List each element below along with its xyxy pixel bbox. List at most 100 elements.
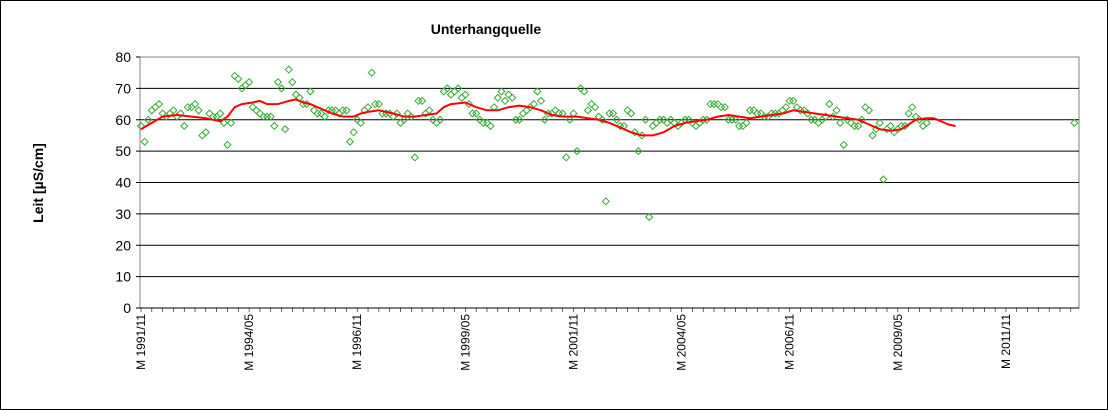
data-point — [443, 84, 452, 93]
data-point — [345, 137, 355, 146]
data-point — [731, 115, 740, 124]
data-point — [284, 65, 293, 74]
data-point — [144, 115, 153, 124]
data-point — [796, 106, 805, 115]
data-point — [616, 121, 625, 131]
data-point — [313, 109, 322, 118]
y-tick-label: 10 — [115, 269, 131, 285]
x-tick-label: M 2009/05 — [891, 314, 905, 371]
data-point — [338, 106, 347, 115]
data-point — [789, 96, 798, 106]
data-point — [634, 147, 643, 156]
data-point — [176, 109, 185, 118]
x-tick-label: M 2001/11 — [566, 314, 580, 370]
data-point — [266, 112, 275, 121]
data-point — [868, 131, 877, 140]
data-point — [540, 115, 549, 124]
data-point — [706, 99, 715, 109]
x-axis-ticks: M 1991/11 M 1994/05 M 1996/11 M 1999/05 M 20… — [134, 307, 1079, 371]
data-point — [320, 112, 329, 121]
x-tick-label: M 2004/05 — [675, 314, 689, 371]
data-point — [699, 115, 708, 124]
data-point — [201, 128, 210, 137]
data-point — [486, 121, 495, 131]
data-point — [641, 115, 650, 124]
data-point — [536, 96, 546, 106]
data-point — [417, 96, 427, 106]
data-point — [371, 99, 380, 109]
moving-average-series — [140, 98, 956, 137]
data-point — [234, 74, 243, 84]
y-tick-label: 50 — [115, 143, 131, 159]
data-point — [735, 121, 744, 131]
data-point — [590, 103, 600, 112]
data-point — [493, 93, 502, 102]
data-point — [259, 112, 268, 121]
data-point — [226, 118, 236, 127]
data-point — [392, 109, 401, 118]
data-point — [288, 77, 297, 87]
data-point — [922, 118, 931, 127]
data-point — [306, 87, 315, 96]
data-point — [807, 115, 816, 124]
data-point — [508, 93, 517, 102]
data-point — [180, 121, 189, 131]
x-tick-label: M 1991/11 — [134, 314, 148, 370]
data-point — [720, 103, 729, 112]
data-point — [183, 103, 192, 112]
data-point — [436, 115, 445, 124]
data-point — [627, 109, 636, 118]
data-point — [410, 153, 419, 162]
data-point — [277, 84, 286, 93]
x-tick-label: M 1996/11 — [350, 314, 364, 370]
data-point — [572, 147, 582, 156]
data-point — [479, 118, 488, 127]
data-point — [771, 109, 780, 118]
data-point — [904, 109, 913, 118]
data-point — [612, 115, 621, 124]
y-tick-label: 60 — [115, 112, 131, 128]
data-point — [342, 106, 351, 115]
y-tick-label: 30 — [115, 206, 131, 222]
data-point — [745, 106, 755, 115]
data-point — [374, 99, 383, 109]
y-tick-label: 70 — [115, 80, 131, 96]
data-point — [414, 96, 423, 106]
data-point — [727, 115, 737, 124]
y-tick-label: 40 — [115, 175, 131, 191]
x-tick-label: M 1994/05 — [242, 314, 256, 371]
y-tick-label: 20 — [115, 237, 131, 253]
data-point — [363, 103, 373, 112]
chart-title: Unterhangquelle — [431, 21, 542, 37]
data-point — [875, 118, 884, 127]
data-point — [219, 118, 228, 127]
data-point — [194, 106, 203, 115]
moving-average-line — [140, 98, 956, 137]
data-point — [850, 121, 859, 131]
data-point — [781, 103, 791, 112]
data-point — [864, 106, 874, 115]
x-tick-label: M 1999/05 — [458, 314, 472, 371]
data-point — [601, 197, 611, 206]
data-point — [1070, 118, 1079, 127]
data-point — [724, 115, 733, 124]
y-axis-ticks: 0 10 20 30 40 50 60 70 80 — [115, 49, 140, 316]
data-point — [717, 103, 726, 112]
data-point — [785, 96, 794, 106]
data-point — [767, 109, 776, 118]
data-point — [399, 115, 409, 124]
data-point — [908, 103, 917, 112]
data-point — [608, 109, 618, 118]
data-point — [223, 140, 232, 149]
data-point — [468, 109, 477, 118]
data-point — [630, 128, 639, 137]
data-point — [245, 77, 254, 87]
data-point — [655, 115, 665, 124]
data-point — [742, 118, 751, 127]
data-point — [472, 109, 481, 118]
y-tick-label: 80 — [115, 49, 131, 65]
data-point — [832, 106, 841, 115]
data-point — [511, 115, 520, 124]
data-point — [562, 153, 571, 162]
data-point — [136, 121, 146, 131]
